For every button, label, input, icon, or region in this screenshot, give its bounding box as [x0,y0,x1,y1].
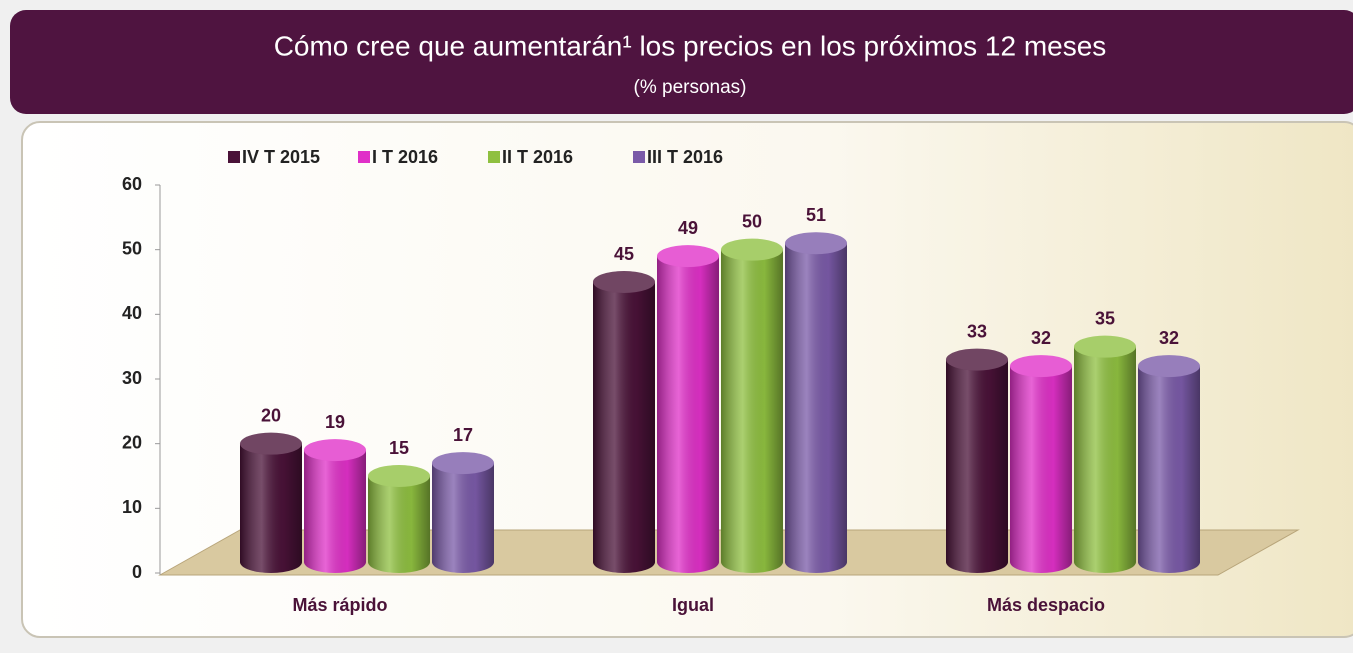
bar-top-shine [1010,355,1072,378]
value-label: 15 [389,438,409,458]
bar-top [657,245,719,268]
y-tick-label: 50 [122,238,142,258]
bar-top-shine [304,439,366,462]
y-tick-label: 0 [132,562,142,582]
chart-subtitle: (% personas) [634,77,747,98]
value-label: 33 [967,321,987,341]
bar-top [368,465,430,487]
bar-shade [304,450,366,573]
bar-top-shine [785,232,847,255]
bar-top-shine [1138,355,1200,378]
value-label: 35 [1095,308,1115,328]
legend-swatch [488,151,500,163]
x-tick-label: Más rápido [292,595,387,615]
y-tick-label: 60 [122,174,142,194]
legend-label: II T 2016 [502,147,573,167]
bar-top [593,271,655,293]
bar-top [304,439,366,462]
value-label: 50 [742,211,762,231]
bar-top-shine [240,432,302,455]
value-label: 51 [806,205,826,225]
bar-top-shine [432,452,494,475]
bar-shade [368,476,430,573]
bar-top-shine [368,465,430,487]
bar-shade [721,249,783,573]
bar-top [1138,355,1200,378]
legend-swatch [633,151,645,163]
bar-top [432,452,494,475]
bar-top-shine [657,245,719,268]
bar-top-shine [1074,335,1136,358]
y-tick-label: 30 [122,368,142,388]
legend-swatch [358,151,370,163]
bar-shade [1074,346,1136,573]
x-tick-label: Igual [672,595,714,615]
chart-title: Cómo cree que aumentarán¹ los precios en… [274,30,1107,61]
bar-top-shine [593,271,655,293]
value-label: 49 [678,218,698,238]
bar-top [785,232,847,255]
value-label: 45 [614,244,634,264]
header-banner [10,10,1353,114]
legend-label: III T 2016 [647,147,723,167]
bar-shade [785,243,847,573]
y-tick-label: 20 [122,432,142,452]
value-label: 19 [325,412,345,432]
bar-top [1010,355,1072,378]
bar-shade [1010,366,1072,573]
x-tick-label: Más despacio [987,595,1105,615]
legend-label: I T 2016 [372,147,438,167]
bar-shade [1138,366,1200,573]
value-label: 20 [261,405,281,425]
legend-label: IV T 2015 [242,147,320,167]
bar-top [946,348,1008,371]
bar-top-shine [946,348,1008,371]
value-label: 17 [453,425,473,445]
value-label: 32 [1159,328,1179,348]
y-tick-label: 40 [122,303,142,323]
bar-top-shine [721,238,783,261]
bar-top [721,238,783,261]
bar-top [1074,335,1136,358]
bar-shade [240,443,302,573]
bar-top [240,432,302,455]
bar-shade [593,282,655,573]
bar-shade [946,359,1008,573]
bar-shade [432,463,494,573]
y-tick-label: 10 [122,497,142,517]
bar-shade [657,256,719,573]
value-label: 32 [1031,328,1051,348]
legend-swatch [228,151,240,163]
